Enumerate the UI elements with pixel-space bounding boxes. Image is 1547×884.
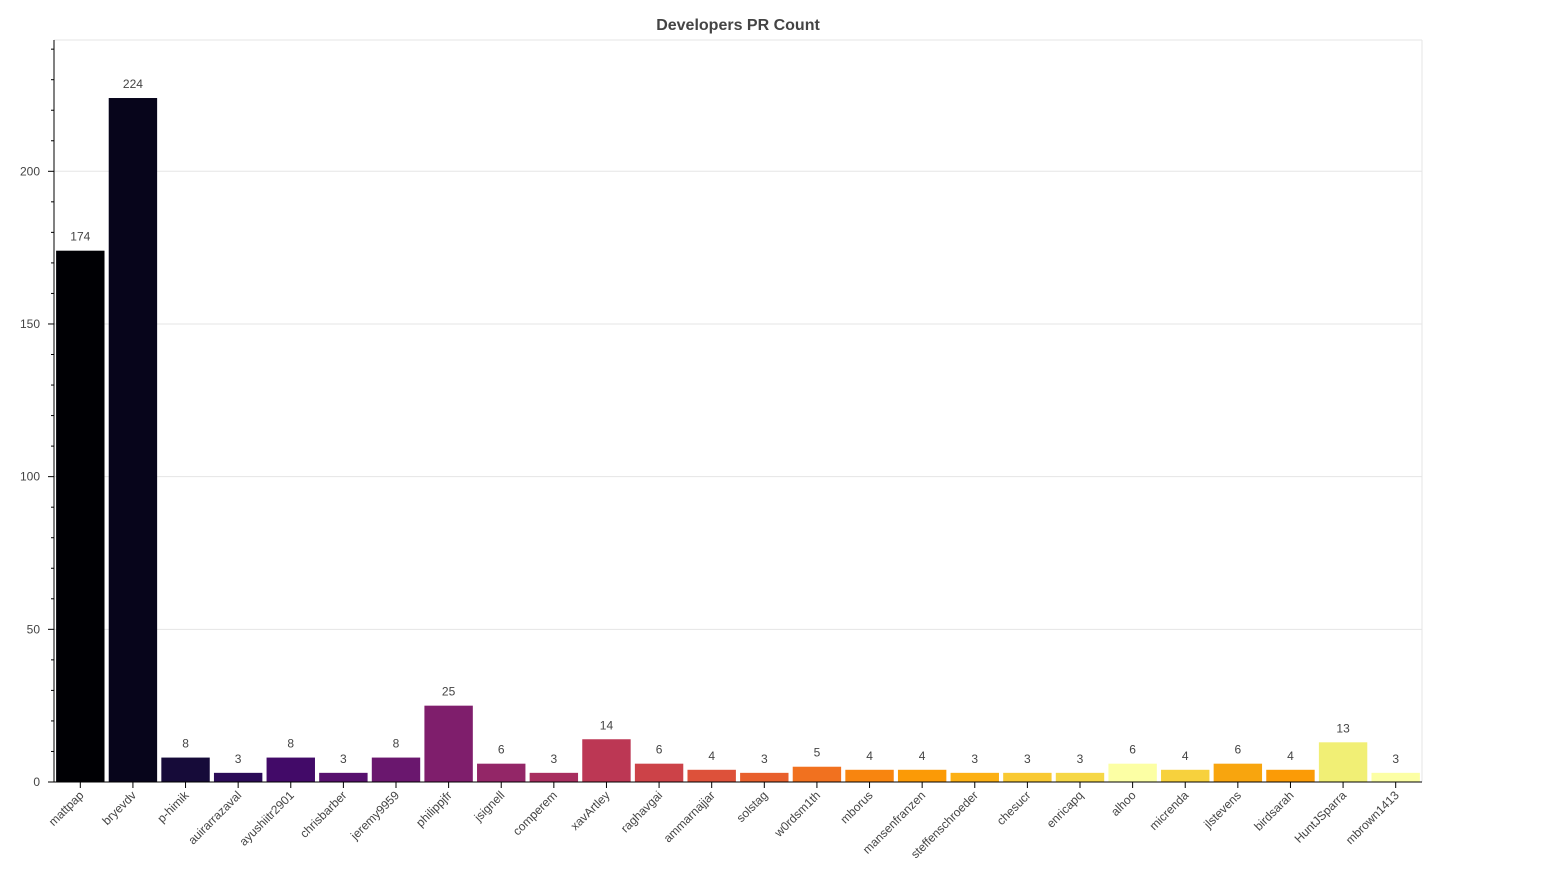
x-tick-label-mbrown1413: mbrown1413 [1343, 788, 1402, 847]
data-label-ammarnajjar: 4 [708, 749, 715, 763]
bar-birdsarah[interactable] [1266, 769, 1315, 782]
x-tick-label-jlstevens: jlstevens [1200, 788, 1244, 832]
y-axis-ticks: 0 50 100 150 200 [20, 48, 54, 789]
data-label-jsignell: 6 [498, 743, 505, 757]
x-tick-label-enricapq: enricapq [1044, 788, 1086, 830]
bar-chrisbarber[interactable] [319, 772, 368, 782]
bar-jsignell[interactable] [477, 763, 526, 782]
data-label-steffenschroeder: 3 [971, 752, 978, 766]
data-label-enricapq: 3 [1077, 752, 1084, 766]
data-label-alhoo: 6 [1129, 743, 1136, 757]
x-tick-label-ayushiitr2901: ayushiitr2901 [237, 788, 298, 849]
bars [56, 98, 1420, 783]
data-label-ayushiitr2901: 8 [287, 737, 294, 751]
bar-HuntJSparra[interactable] [1318, 742, 1368, 782]
data-label-solstag: 3 [761, 752, 768, 766]
data-label-jlstevens: 6 [1235, 743, 1242, 757]
data-label-mborus: 4 [866, 749, 873, 763]
bar-jeremy9959[interactable] [371, 757, 421, 782]
bar-steffenschroeder[interactable] [950, 772, 999, 782]
data-labels: 174 224 8 3 8 3 8 25 6 3 14 6 4 3 5 4 4 3 3 3 6 4 6 4 13 3 [70, 77, 1399, 766]
y-tick-label: 0 [33, 775, 40, 789]
bar-mansenfranzen[interactable] [897, 769, 947, 782]
x-tick-label-ammarnajjar: ammarnajjar [661, 788, 718, 845]
y-tick-label: 200 [20, 164, 40, 178]
data-label-auirarrazaval: 3 [235, 752, 242, 766]
bar-alhoo[interactable] [1108, 763, 1157, 782]
data-label-p-himik: 8 [182, 737, 189, 751]
grid-lines [54, 170, 1422, 630]
x-axis-ticks: mattpap bryevdv p-himikauirarrazavalayushi… [46, 782, 1402, 861]
bar-enricapq[interactable] [1055, 772, 1105, 782]
x-tick-label-xavArtley: xavArtley [568, 788, 613, 833]
y-tick-label: 50 [27, 622, 41, 636]
data-label-comperem: 3 [551, 752, 558, 766]
bar-mborus[interactable] [845, 769, 894, 782]
x-tick-label-chesucr: chesucr [994, 788, 1034, 828]
x-tick-label-bryevdv: bryevdv [99, 788, 139, 828]
x-tick-label-birdsarah: birdsarah [1251, 788, 1296, 833]
data-label-xavArtley: 14 [600, 718, 614, 732]
x-tick-label-solstag: solstag [734, 788, 771, 825]
x-tick-label-alhoo: alhoo [1108, 788, 1139, 819]
bar-raghavgai[interactable] [634, 763, 684, 782]
bar-xavArtley[interactable] [582, 739, 631, 782]
bar-solstag[interactable] [740, 772, 789, 782]
bar-comperem[interactable] [529, 772, 579, 782]
data-label-mattpap: 174 [70, 230, 90, 244]
x-tick-label-philippjfr: philippjfr [413, 788, 455, 830]
data-label-micrenda: 4 [1182, 749, 1189, 763]
x-tick-label-chrisbarber: chrisbarber [297, 788, 349, 840]
bar-mattpap[interactable] [56, 250, 105, 783]
bar-ayushiitr2901[interactable] [266, 757, 315, 782]
x-tick-label-HuntJSparra: HuntJSparra [1292, 788, 1350, 846]
x-tick-label-auirarrazaval: auirarrazaval [185, 788, 244, 847]
bar-bryevdv[interactable] [108, 98, 158, 782]
x-tick-label-comperem: comperem [510, 788, 560, 838]
data-label-bryevdv: 224 [123, 77, 143, 91]
bar-ammarnajjar[interactable] [687, 769, 736, 782]
data-label-mansenfranzen: 4 [919, 749, 926, 763]
bar-mbrown1413[interactable] [1371, 772, 1420, 782]
data-label-w0rdsm1th: 5 [814, 746, 821, 760]
x-tick-label-raghavgai: raghavgai [618, 788, 665, 835]
x-tick-label-mborus: mborus [837, 788, 875, 826]
x-tick-label-jeremy9959: jeremy9959 [347, 788, 402, 843]
data-label-HuntJSparra: 13 [1336, 721, 1350, 735]
data-label-philippjfr: 25 [442, 685, 456, 699]
x-tick-label-mattpap: mattpap [46, 788, 87, 829]
data-label-birdsarah: 4 [1287, 749, 1294, 763]
x-tick-label-p-himik: p-himik [154, 788, 192, 826]
bar-w0rdsm1th[interactable] [792, 766, 842, 782]
data-label-chrisbarber: 3 [340, 752, 347, 766]
bar-micrenda[interactable] [1161, 769, 1210, 782]
data-label-raghavgai: 6 [656, 743, 663, 757]
chart-title: Developers PR Count [656, 17, 820, 34]
x-tick-label-jsignell: jsignell [471, 788, 508, 825]
data-label-mbrown1413: 3 [1392, 752, 1399, 766]
x-tick-label-w0rdsm1th: w0rdsm1th [771, 788, 823, 840]
data-label-jeremy9959: 8 [393, 737, 400, 751]
bar-auirarrazaval[interactable] [213, 772, 263, 782]
x-tick-label-micrenda: micrenda [1147, 788, 1192, 833]
bar-philippjfr[interactable] [424, 705, 473, 782]
y-tick-label: 150 [20, 317, 40, 331]
bar-p-himik[interactable] [161, 757, 210, 782]
bar-chesucr[interactable] [1003, 772, 1052, 782]
y-tick-label: 100 [20, 470, 40, 484]
data-label-chesucr: 3 [1024, 752, 1031, 766]
bar-jlstevens[interactable] [1213, 763, 1263, 782]
